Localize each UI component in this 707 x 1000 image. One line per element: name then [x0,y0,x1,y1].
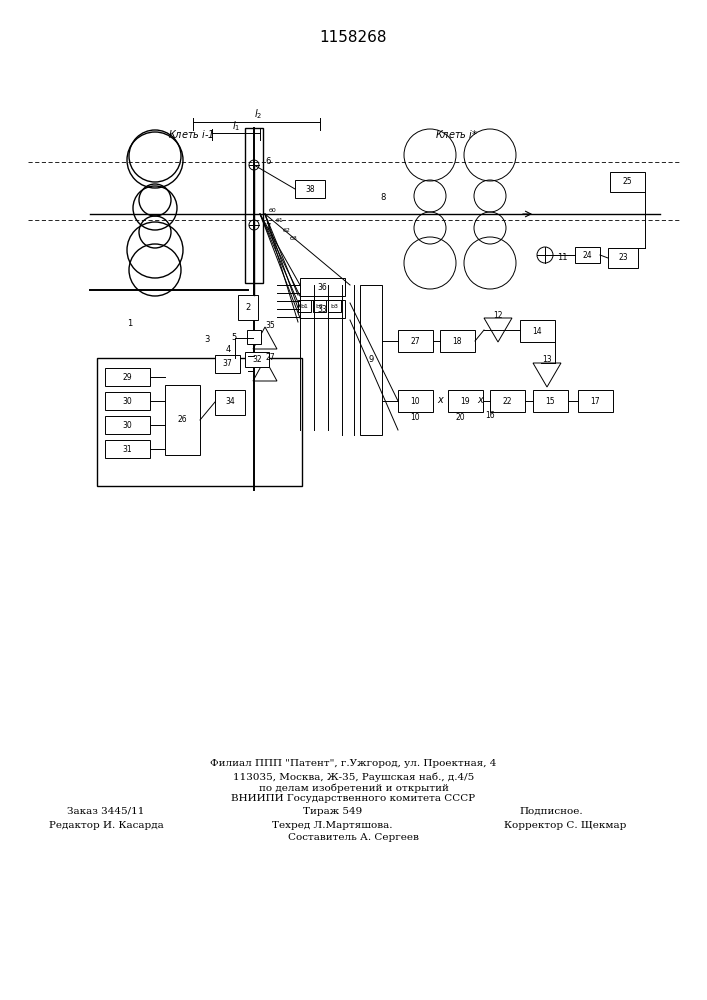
Text: 25: 25 [622,178,632,186]
Text: 16: 16 [485,410,495,420]
Bar [245,352,269,367]
Bar [247,330,261,344]
Bar [313,300,326,312]
Bar [448,390,483,412]
Text: 14: 14 [532,326,542,336]
Text: 113035, Москва, Ж-35, Раушская наб., д.4/5: 113035, Москва, Ж-35, Раушская наб., д.4… [233,772,474,782]
Bar [520,320,555,342]
Text: 22: 22 [502,396,512,406]
Text: 38: 38 [305,184,315,194]
Text: x: x [477,395,483,405]
Bar [105,368,150,386]
Text: $l_2$: $l_2$ [254,107,262,121]
Bar [398,330,433,352]
Text: 10: 10 [410,396,420,406]
Bar [575,247,600,263]
Text: 7: 7 [265,224,270,232]
Text: 5: 5 [232,332,237,342]
Text: 10: 10 [410,414,420,422]
Text: 33: 33 [317,304,327,314]
Text: Составитель А. Сергеев: Составитель А. Сергеев [288,834,419,842]
Text: ВНИИПИ Государственного комитета СССР: ВНИИПИ Государственного комитета СССР [231,794,476,803]
Text: 1158268: 1158268 [320,30,387,45]
Bar [490,390,525,412]
Text: 18: 18 [452,336,462,346]
Bar [578,390,613,412]
Bar [105,392,150,410]
Bar [105,440,150,458]
Text: 15: 15 [545,396,555,406]
Bar [97,358,302,486]
Bar [245,128,263,283]
Text: 9: 9 [368,356,373,364]
Text: 12: 12 [493,310,503,320]
Bar [440,330,475,352]
Text: b3: b3 [330,304,338,308]
Bar [215,355,240,373]
Text: б1: б1 [276,218,284,223]
Text: 19: 19 [460,396,470,406]
Text: Корректор С. Щекмар: Корректор С. Щекмар [504,820,627,830]
Bar [610,172,645,192]
Text: 29: 29 [122,372,132,381]
Text: Редактор И. Касарда: Редактор И. Касарда [49,820,163,830]
Text: 31: 31 [122,444,132,454]
Bar [360,285,382,435]
Bar [328,300,341,312]
Bar [300,278,345,296]
Bar [533,390,568,412]
Text: b1: b1 [300,304,308,308]
Text: 27: 27 [410,336,420,346]
Text: Клеть $i$-1: Клеть $i$-1 [168,128,215,140]
Text: Филиал ППП "Патент", г.Ужгород, ул. Проектная, 4: Филиал ППП "Патент", г.Ужгород, ул. Прое… [210,760,497,768]
Text: 8: 8 [380,194,385,202]
Text: 20: 20 [455,414,464,422]
Bar [608,248,638,268]
Text: б3: б3 [290,235,298,240]
Text: 35: 35 [265,322,275,330]
Text: x: x [437,395,443,405]
Text: по делам изобретений и открытий: по делам изобретений и открытий [259,783,448,793]
Text: 23: 23 [618,253,628,262]
Bar [105,416,150,434]
Bar [398,390,433,412]
Bar [300,300,345,318]
Bar [298,300,311,312]
Text: $l_1$: $l_1$ [232,119,240,133]
Text: 3: 3 [204,336,210,344]
Text: 24: 24 [582,250,592,259]
Bar [165,385,200,455]
Text: Подписное.: Подписное. [520,806,583,816]
Text: б0: б0 [269,208,277,213]
Text: Техред Л.Мартяшова.: Техред Л.Мартяшова. [272,820,392,830]
Text: 17: 17 [590,396,600,406]
Text: б2: б2 [283,228,291,232]
Text: Тираж 549: Тираж 549 [303,806,362,816]
Text: 6: 6 [265,157,270,166]
Bar [238,295,258,320]
Text: 11: 11 [557,253,568,262]
Text: 13: 13 [542,356,551,364]
Text: 30: 30 [122,420,132,430]
Bar [215,390,245,415]
Text: 32: 32 [252,355,262,363]
Text: Клеть $i$*: Клеть $i$* [435,128,478,140]
Text: Заказ 3445/11: Заказ 3445/11 [67,806,145,816]
Text: 2: 2 [245,302,250,312]
Text: 37: 37 [222,360,232,368]
Text: b2: b2 [315,304,323,308]
Text: 4: 4 [226,346,230,355]
Text: 27: 27 [265,354,275,362]
Text: 36: 36 [317,282,327,292]
Text: 30: 30 [122,396,132,406]
Bar [295,180,325,198]
Text: 34: 34 [225,397,235,406]
Text: 1: 1 [127,318,133,328]
Text: 26: 26 [177,416,187,424]
